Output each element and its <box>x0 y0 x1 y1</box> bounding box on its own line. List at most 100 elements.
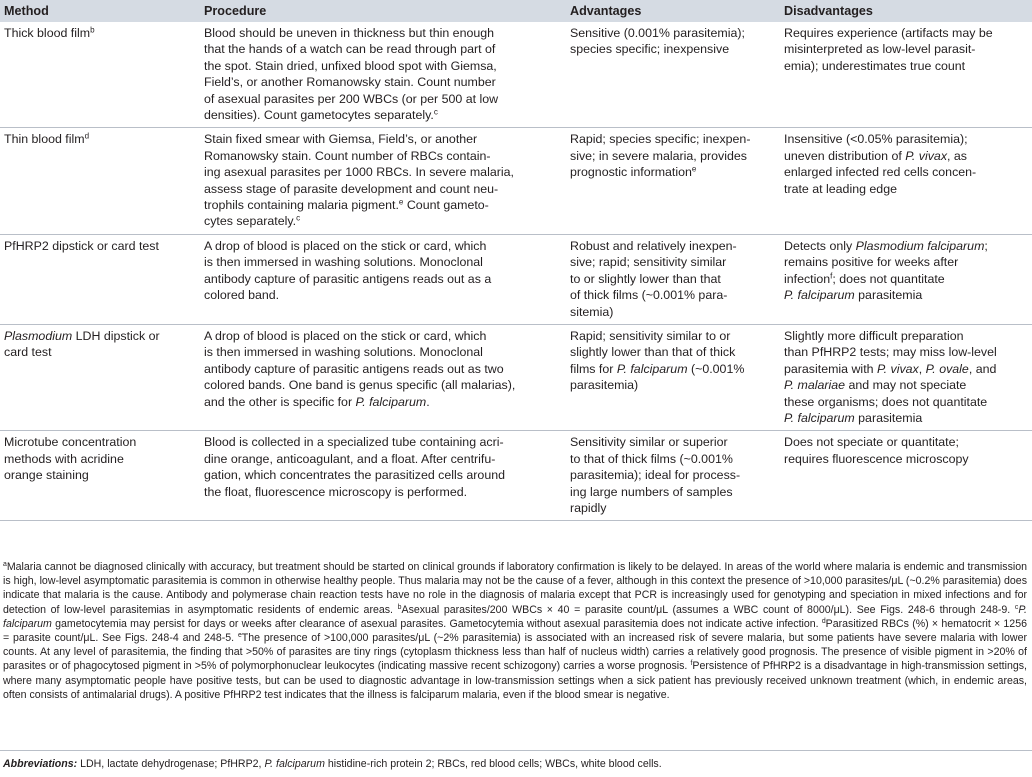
cell-line: Slightly more difficult preparation <box>784 328 1028 344</box>
text: remains positive for weeks after <box>784 255 959 270</box>
superscript: c <box>296 214 301 224</box>
bold-label: Abbreviations: <box>3 758 78 770</box>
cell-line: of thick films (~0.001% para- <box>570 287 776 303</box>
text: trophils containing malaria pigment. <box>204 198 399 213</box>
cell-line: Robust and relatively inexpen- <box>570 238 776 254</box>
methods-table: Method Procedure Advantages Disadvantages T… <box>0 0 1032 522</box>
cell-line: Rapid; species specific; inexpen- <box>570 131 776 147</box>
table-cell: Sensitive (0.001% parasitemia); species s… <box>566 22 780 129</box>
text: Rapid; sensitivity similar to or <box>570 328 731 343</box>
text: parasitemia); ideal for process- <box>570 468 741 483</box>
cell-line: trate at leading edge <box>784 181 1028 197</box>
cell-line: colored band. <box>204 287 562 303</box>
column-header: Method <box>0 0 200 22</box>
text: Robust and relatively inexpen- <box>570 238 737 253</box>
text: PfHRP2 dipstick or card test <box>4 238 159 253</box>
text: of asexual parasites per 200 WBCs (or pe… <box>204 91 499 106</box>
cell-line: remains positive for weeks after <box>784 254 1028 270</box>
text: , and <box>968 361 997 376</box>
cell-line: Sensitive (0.001% parasitemia); <box>570 25 776 41</box>
table-cell: A drop of blood is placed on the stick o… <box>200 324 566 432</box>
text: , as <box>947 148 967 163</box>
column-header: Disadvantages <box>780 0 1032 22</box>
text: prognostic information <box>570 165 692 180</box>
text: requires fluorescence microscopy <box>784 451 969 466</box>
cell-line: rapidly <box>570 500 776 516</box>
superscript: e <box>237 632 242 640</box>
text: ; <box>984 238 988 253</box>
text: sive; in severe malaria, provides <box>570 148 747 163</box>
table-cell: Rapid; sensitivity similar to or slightly… <box>566 324 780 432</box>
cell-line: prognostic informatione <box>570 164 776 180</box>
text: Sensitive (0.001% parasitemia); <box>570 26 745 40</box>
text: is then immersed in washing solutions. M… <box>204 345 483 360</box>
table-cell: A drop of blood is placed on the stick o… <box>200 234 566 325</box>
text: densities). Count gametocytes separately… <box>204 108 434 123</box>
cell-line: parasitemia with P. vivax, P. ovale, and <box>784 361 1028 377</box>
cell-line: methods with acridine <box>4 451 196 467</box>
text: Blood should be uneven in thickness but … <box>204 26 495 40</box>
table-cell: Stain fixed smear with Giemsa, Field’s, … <box>200 127 566 235</box>
cell-line: parasitemia); ideal for process- <box>570 467 776 483</box>
text: LDH dipstick or <box>72 328 160 343</box>
text: slightly lower than that of thick <box>570 345 736 360</box>
italic-text: P. falciparum <box>616 361 688 376</box>
text: that the hands of a watch can be read th… <box>204 42 496 57</box>
column-header: Advantages <box>566 0 780 22</box>
table-body: Thick blood filmb Blood should be uneven … <box>0 22 1032 522</box>
italic-text: Plasmodium falciparum <box>855 238 985 253</box>
table-cell: Sensitivity similar or superior to that o… <box>566 430 780 522</box>
cell-line: dine orange, anticoagulant, and a float.… <box>204 451 562 467</box>
cell-line: A drop of blood is placed on the stick o… <box>204 328 562 344</box>
text: ing asexual parasites per 1000 RBCs. In … <box>204 165 514 180</box>
text: antibody capture of parasitic antigens r… <box>204 271 492 286</box>
cell-line: assess stage of parasite development and… <box>204 181 562 197</box>
text: sitemia) <box>570 304 614 319</box>
table-cell: Blood is collected in a specialized tube… <box>200 430 566 522</box>
cell-line: is then immersed in washing solutions. M… <box>204 254 562 270</box>
cell-line: Requires experience (artifacts may be <box>784 25 1028 41</box>
table-row: Microtube concentration methods with acri… <box>0 430 1032 522</box>
cell-line: sitemia) <box>570 304 776 320</box>
italic-text: P. ovale <box>925 361 969 376</box>
table-cell: Slightly more difficult preparation than … <box>780 324 1032 432</box>
cell-line: orange staining <box>4 467 196 483</box>
text: Slightly more difficult preparation <box>784 328 964 343</box>
text: assess stage of parasite development and… <box>204 181 499 196</box>
superscript: a <box>3 561 7 569</box>
abbreviations: Abbreviations: LDH, lactate dehydrogenas… <box>3 757 1027 771</box>
text: Romanowsky stain. Count number of RBCs c… <box>204 148 491 163</box>
text: colored band. <box>204 288 280 303</box>
cell-line: Thick blood filmb <box>4 25 196 41</box>
text: these organisms; does not quantitate <box>784 394 988 409</box>
text: Requires experience (artifacts may be <box>784 26 993 40</box>
cell-line: P. falciparum parasitemia <box>784 287 1028 303</box>
cell-line: P. falciparum parasitemia <box>784 410 1028 426</box>
cell-line: cytes separately.c <box>204 213 562 229</box>
cell-line: of asexual parasites per 200 WBCs (or pe… <box>204 91 562 107</box>
text: to or slightly lower than that <box>570 271 721 286</box>
table-cell: Rapid; species specific; inexpen-sive; i… <box>566 127 780 235</box>
text: gametocytemia may persist for days or we… <box>51 617 822 630</box>
table-row: Thin blood filmd Stain fixed smear with G… <box>0 127 1032 235</box>
cell-line: Romanowsky stain. Count number of RBCs c… <box>204 148 562 164</box>
italic-text: P. malariae <box>784 378 846 393</box>
cell-line: than PfHRP2 tests; may miss low-level <box>784 344 1028 360</box>
cell-line: colored bands. One band is genus specifi… <box>204 377 562 393</box>
table-cell: Thin blood filmd <box>0 127 200 235</box>
cell-line: antibody capture of parasitic antigens r… <box>204 361 562 377</box>
text: A drop of blood is placed on the stick o… <box>204 328 487 343</box>
cell-line: is then immersed in washing solutions. M… <box>204 344 562 360</box>
cell-line: card test <box>4 344 196 360</box>
cell-line: Detects only Plasmodium falciparum; <box>784 238 1028 254</box>
cell-line: emia); underestimates true count <box>784 58 1028 74</box>
text: is then immersed in washing solutions. M… <box>204 255 483 270</box>
superscript: c <box>1014 603 1019 611</box>
cell-line: gation, which concentrates the parasitiz… <box>204 467 562 483</box>
text: parasitemia with <box>784 361 877 376</box>
cell-line: sive; in severe malaria, provides <box>570 148 776 164</box>
cell-line: densities). Count gametocytes separately… <box>204 107 562 123</box>
cell-line: Sensitivity similar or superior <box>570 434 776 450</box>
superscript: d <box>84 132 90 142</box>
